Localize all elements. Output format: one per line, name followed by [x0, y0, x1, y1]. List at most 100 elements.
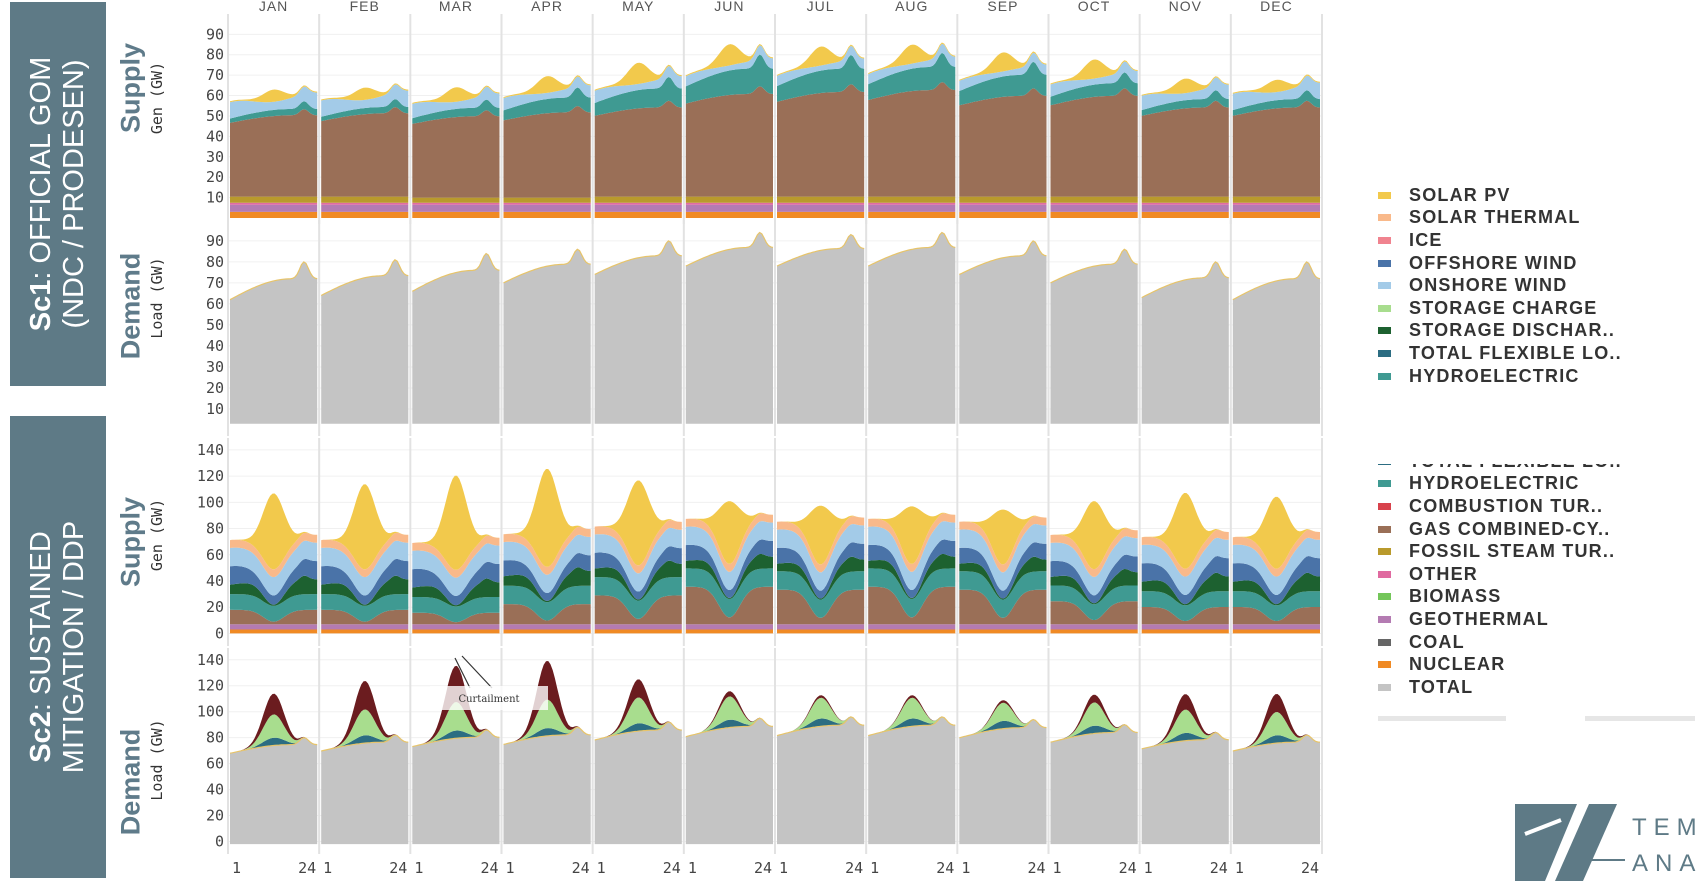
legend-swatch [1378, 480, 1391, 488]
area-onshore-wind [1050, 536, 1138, 596]
area-fossil-steam-tur- [777, 196, 865, 203]
legend-scrollbar-right[interactable] [1585, 716, 1695, 721]
area-onshore-wind [230, 86, 318, 119]
y-tick-label: 50 [206, 316, 224, 334]
month-header: AUG [895, 0, 928, 14]
area-storage-dischar- [1050, 569, 1138, 605]
area-total [594, 722, 682, 845]
area-curtailment [1232, 694, 1320, 751]
legend-swatch [1378, 214, 1391, 222]
y-tick-label: 0 [215, 624, 224, 642]
bottom-legend-item[interactable]: BIOMASS [1378, 586, 1704, 609]
area-onshore-wind [777, 524, 865, 591]
area-solar-pv [412, 85, 500, 104]
area-storage-dischar- [868, 554, 956, 599]
area-solar-thermal [1141, 529, 1229, 577]
bottom-legend-item[interactable]: TOTAL FLEXIBLE LO.. [1378, 464, 1704, 473]
y-tick-label: 90 [206, 25, 224, 43]
area-geothermal [868, 204, 956, 212]
y-tick-label: 100 [197, 703, 224, 721]
legend-swatch [1378, 638, 1391, 646]
top-legend-item[interactable]: HYDROELECTRIC [1378, 365, 1704, 388]
area-solar-pv [777, 44, 865, 76]
legend-swatch [1378, 548, 1391, 556]
area-offshore-wind [230, 558, 318, 605]
top-legend-item[interactable]: STORAGE DISCHAR.. [1378, 320, 1704, 343]
x-tick-label: 1 [414, 859, 423, 877]
legend-swatch [1378, 191, 1391, 199]
top-legend-item[interactable]: TOTAL FLEXIBLE LO.. [1378, 342, 1704, 365]
area-nuclear [868, 211, 956, 218]
area-fossil-steam-tur- [503, 197, 591, 203]
top-legend-item[interactable]: ONSHORE WIND [1378, 274, 1704, 297]
top-legend-item[interactable]: SOLAR THERMAL [1378, 207, 1704, 230]
bottom-legend-item[interactable]: FOSSIL STEAM TUR.. [1378, 540, 1704, 563]
top-legend-item[interactable]: STORAGE CHARGE [1378, 297, 1704, 320]
logo: TEM ANA [1515, 800, 1704, 881]
area-geothermal [594, 624, 682, 630]
legend-scrollbar-left[interactable] [1378, 716, 1506, 721]
bottom-legend-item[interactable]: HYDROELECTRIC [1378, 473, 1704, 496]
month-header: MAY [622, 0, 654, 14]
load-outline [959, 718, 1047, 739]
legend-label: TOTAL FLEXIBLE LO.. [1409, 464, 1622, 472]
area-nuclear [503, 211, 591, 218]
top-legend-item[interactable]: SOLAR PV [1378, 184, 1704, 207]
load-outline [412, 252, 500, 292]
area-storage-charge [868, 697, 956, 736]
legend-label: TOTAL [1409, 676, 1474, 697]
bottom-legend-item[interactable]: TOTAL [1378, 676, 1704, 699]
area-gas-combined-cy- [685, 86, 773, 197]
area-offshore-wind [1050, 554, 1138, 604]
y-tick-label: 10 [206, 400, 224, 418]
area-total [321, 735, 409, 845]
x-tick-label: 1 [506, 859, 515, 877]
area-geothermal [685, 204, 773, 212]
bottom-legend-item[interactable]: GAS COMBINED-CY.. [1378, 518, 1704, 541]
y-tick-label: 80 [206, 253, 224, 271]
area-storage-dischar- [959, 556, 1047, 600]
month-header: OCT [1078, 0, 1111, 14]
area-solar-pv [868, 506, 956, 564]
logo-text-line2: ANA [1632, 850, 1703, 877]
bottom-legend-item[interactable]: GEOTHERMAL [1378, 608, 1704, 631]
y-tick-label: 120 [197, 467, 224, 485]
area-storage-charge [777, 697, 865, 736]
x-tick-label: 24 [1119, 859, 1137, 877]
legend-swatch [1378, 464, 1391, 465]
area-solar-pv [959, 509, 1047, 565]
month-header: DEC [1260, 0, 1293, 14]
area-hydroelectric [412, 597, 500, 623]
area-nuclear [1050, 211, 1138, 218]
legend-label: HYDROELECTRIC [1409, 473, 1580, 494]
month-header: SEP [987, 0, 1018, 14]
area-solar-pv [868, 42, 956, 75]
top-legend-item[interactable]: ICE [1378, 229, 1704, 252]
legend-swatch [1378, 615, 1391, 623]
legend-swatch [1378, 236, 1391, 244]
area-total [959, 719, 1047, 845]
y-tick-label: 30 [206, 358, 224, 376]
x-tick-label: 1 [323, 859, 332, 877]
area-solar-thermal [1232, 529, 1320, 577]
area-onshore-wind [594, 66, 682, 103]
area-curtailment [503, 661, 591, 745]
area-geothermal [503, 624, 591, 630]
y-tick-label: 40 [206, 337, 224, 355]
top-legend-item[interactable]: OFFSHORE WIND [1378, 252, 1704, 275]
area-gas-combined-cy- [230, 609, 318, 625]
area-geothermal [959, 624, 1047, 630]
area-solar-pv [230, 493, 318, 570]
x-tick-label: 1 [1053, 859, 1062, 877]
legend-swatch [1378, 259, 1391, 267]
area-fossil-steam-tur- [594, 196, 682, 203]
x-tick-label: 1 [961, 859, 970, 877]
bottom-legend-item[interactable]: COMBUSTION TUR.. [1378, 495, 1704, 518]
bottom-legend-item[interactable]: COAL [1378, 631, 1704, 654]
bottom-legend-item[interactable]: NUCLEAR [1378, 653, 1704, 676]
area-hydroelectric [1050, 72, 1138, 106]
area-gas-combined-cy- [503, 604, 591, 625]
area-gas-combined-cy- [321, 107, 409, 197]
bottom-legend-item[interactable]: OTHER [1378, 563, 1704, 586]
area-nuclear [959, 211, 1047, 218]
